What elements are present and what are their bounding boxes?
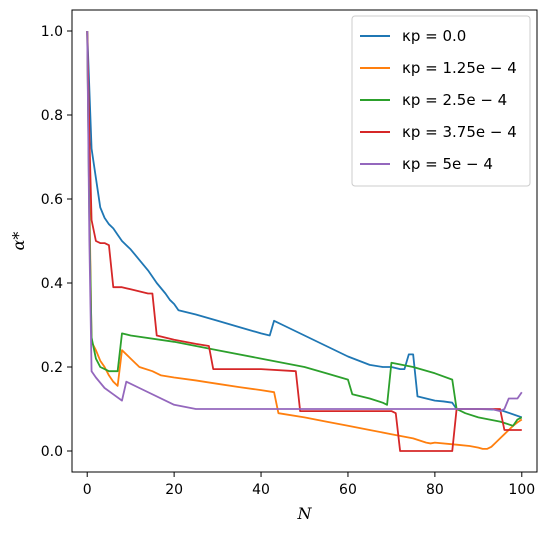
y-tick-label: 0.8 — [41, 108, 63, 124]
series-line-3 — [86, 30, 523, 427]
legend-box — [351, 15, 531, 187]
legend-label-2: κp = 1.25e − 4 — [402, 59, 517, 77]
series-line-2 — [86, 30, 523, 450]
x-tick-label: 20 — [165, 482, 183, 498]
legend-label-4: κp = 3.75e − 4 — [402, 123, 517, 141]
legend-label-5: κp = 5e − 4 — [402, 155, 493, 173]
x-tick-label: 80 — [426, 482, 444, 498]
y-tick-label: 0.4 — [41, 276, 63, 292]
plot-frame — [71, 9, 538, 473]
y-axis-label: α* — [9, 232, 28, 251]
x-axis-label: N — [297, 504, 313, 523]
legend-label-3: κp = 2.5e − 4 — [402, 91, 507, 109]
legend: κp = 0.0 κp = 1.25e − 4 κp = 2.5e − 4 κp = … — [351, 15, 531, 187]
y-axis: 0.0 0.2 0.4 0.6 0.8 1.0 — [41, 24, 72, 460]
x-tick-label: 40 — [252, 482, 270, 498]
series-line-5 — [86, 30, 523, 413]
series-line-1 — [86, 30, 523, 419]
x-tick-label: 100 — [508, 482, 535, 498]
x-tick-label: 60 — [339, 482, 357, 498]
y-tick-label: 1.0 — [41, 24, 63, 40]
x-axis: 0 20 40 60 80 100 — [83, 472, 535, 498]
y-tick-label: 0.2 — [41, 360, 63, 376]
plot-series-layer — [86, 30, 523, 452]
y-tick-label: 0.0 — [41, 444, 63, 460]
legend-label-1: κp = 0.0 — [402, 27, 466, 45]
x-tick-label: 0 — [83, 482, 92, 498]
y-tick-label: 0.6 — [41, 192, 63, 208]
